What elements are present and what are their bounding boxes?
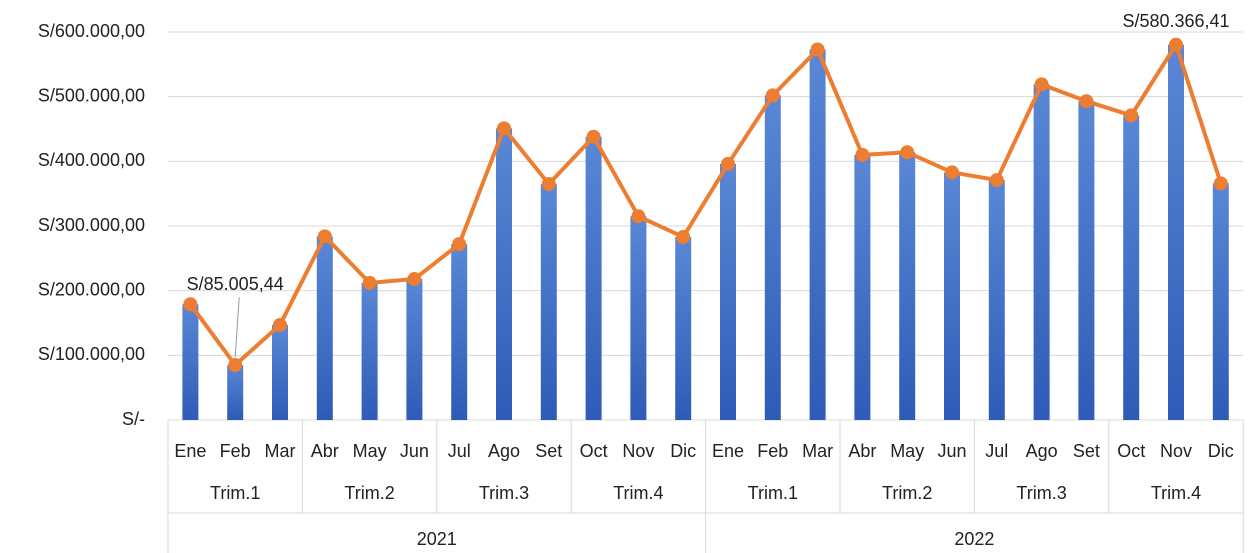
bar <box>227 365 244 420</box>
quarter-label: Trim.3 <box>479 483 529 503</box>
data-label: S/85.005,44 <box>187 274 284 294</box>
bar <box>630 216 647 420</box>
quarter-label: Trim.1 <box>210 483 260 503</box>
marker <box>452 237 467 252</box>
bar <box>496 128 512 420</box>
marker <box>497 121 511 136</box>
marker <box>900 145 915 160</box>
x-tick-label: Jul <box>985 441 1008 461</box>
line <box>188 42 1223 368</box>
marker <box>765 88 780 103</box>
marker <box>407 272 422 287</box>
quarter-label: Trim.3 <box>1016 483 1066 503</box>
bar <box>1123 115 1140 421</box>
bar <box>944 172 960 420</box>
x-tick-label: Ene <box>174 441 206 461</box>
x-tick-label: Nov <box>1160 441 1192 461</box>
x-tick-label: Feb <box>757 441 788 461</box>
bar <box>1078 101 1095 421</box>
leader-line <box>234 296 240 358</box>
marker <box>586 129 601 144</box>
y-tick-label: S/100.000,00 <box>38 344 145 364</box>
marker <box>273 317 287 332</box>
quarter-label: Trim.2 <box>344 483 394 503</box>
quarter-label: Trim.2 <box>882 483 932 503</box>
x-tick-label: Nov <box>622 441 654 461</box>
bar <box>764 95 781 420</box>
quarter-label: Trim.4 <box>613 483 663 503</box>
y-tick-label: S/200.000,00 <box>38 279 145 299</box>
x-tick-label: Ago <box>1026 441 1058 461</box>
x-tick-label: Dic <box>1208 441 1234 461</box>
data-label: S/580.366,41 <box>1122 11 1229 31</box>
x-tick-label: Abr <box>311 441 339 461</box>
marker <box>945 165 959 180</box>
y-tick-label: S/500.000,00 <box>38 85 145 105</box>
marker <box>676 229 691 244</box>
bar <box>1212 183 1229 420</box>
x-tick-label: Mar <box>802 441 833 461</box>
marker <box>1124 108 1139 123</box>
year-label: 2021 <box>417 529 457 549</box>
bar <box>854 154 871 420</box>
quarter-label: Trim.1 <box>748 483 798 503</box>
year-label: 2022 <box>954 529 994 549</box>
marker <box>228 358 243 373</box>
bar <box>406 279 423 420</box>
y-tick-label: S/- <box>122 409 145 429</box>
marker <box>1169 37 1183 52</box>
marker <box>855 147 870 162</box>
x-tick-label: Dic <box>670 441 696 461</box>
x-tick-label: Jul <box>448 441 471 461</box>
marker <box>1213 176 1228 191</box>
marker <box>317 229 332 244</box>
y-tick-label: S/600.000,00 <box>38 21 145 41</box>
marker <box>183 297 198 312</box>
marker <box>631 209 646 224</box>
bar <box>585 136 602 420</box>
bar <box>1168 44 1184 421</box>
x-tick-label: Ene <box>712 441 744 461</box>
x-tick-label: Abr <box>848 441 876 461</box>
bar <box>272 324 288 420</box>
x-tick-label: Oct <box>580 441 608 461</box>
bar <box>1033 84 1050 420</box>
x-tick-label: Set <box>535 441 562 461</box>
marker <box>721 156 735 171</box>
x-tick-label: Mar <box>265 441 296 461</box>
bar <box>809 49 826 421</box>
marker <box>1034 77 1049 92</box>
marker <box>1079 94 1094 109</box>
marker <box>810 42 825 57</box>
bar <box>451 244 468 420</box>
marker <box>362 275 377 290</box>
bar <box>361 282 378 420</box>
bar <box>316 236 333 420</box>
x-tick-label: Jun <box>937 441 966 461</box>
x-tick-label: Set <box>1073 441 1100 461</box>
y-tick-label: S/400.000,00 <box>38 150 145 170</box>
bar <box>182 304 199 420</box>
x-tick-label: May <box>890 441 924 461</box>
marker <box>541 176 556 191</box>
x-tick-label: Ago <box>488 441 520 461</box>
x-tick-label: Feb <box>220 441 251 461</box>
marker <box>989 173 1004 188</box>
bar <box>988 180 1005 420</box>
x-tick-label: Oct <box>1117 441 1145 461</box>
x-tick-label: May <box>353 441 387 461</box>
y-tick-label: S/300.000,00 <box>38 215 145 235</box>
quarter-label: Trim.4 <box>1151 483 1201 503</box>
bar <box>720 163 736 421</box>
bar <box>899 152 916 420</box>
bar <box>675 236 692 420</box>
x-tick-label: Jun <box>400 441 429 461</box>
bar <box>540 183 557 420</box>
